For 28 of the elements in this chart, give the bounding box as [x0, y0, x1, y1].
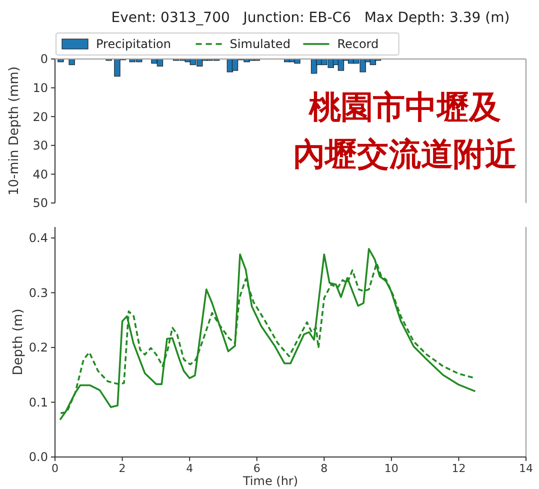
- y-tick-label: 20: [32, 110, 48, 124]
- y-tick-label: 0.0: [28, 450, 48, 464]
- y-tick-label: 0: [40, 52, 48, 66]
- legend-label: Precipitation: [96, 37, 172, 52]
- annotation: 桃園市中壢及: [308, 88, 501, 126]
- x-tick-label: 0: [52, 462, 58, 475]
- y-axis-title: 10-min Depth (mm): [7, 66, 22, 196]
- x-tick-label: 14: [519, 462, 533, 475]
- y-tick-label: 0.4: [28, 231, 48, 246]
- y-axis-title: Depth (m): [11, 308, 26, 376]
- legend-label: Record: [337, 37, 379, 52]
- y-tick-label: 40: [32, 167, 48, 182]
- x-tick-label: 4: [186, 462, 194, 475]
- y-tick-label: 30: [32, 138, 48, 153]
- annotation: 內壢交流道附近: [293, 135, 517, 173]
- y-tick-label: 50: [32, 196, 48, 210]
- x-tick-label: 12: [452, 462, 466, 475]
- y-tick-label: 0.1: [28, 395, 48, 410]
- y-tick-label: 0.2: [28, 340, 48, 355]
- x-axis-title: Time (hr): [242, 474, 298, 488]
- legend-label: Simulated: [230, 37, 290, 52]
- x-tick-label: 10: [384, 462, 398, 475]
- y-tick-label: 10: [32, 81, 48, 95]
- y-tick-label: 0.3: [28, 286, 48, 300]
- x-tick-label: 2: [118, 462, 126, 475]
- x-tick-label: 8: [320, 462, 328, 475]
- chart-title: Event: 0313_700 Junction: EB-C6 Max Depth: 3.39 (m): [111, 10, 510, 26]
- x-tick-label: 6: [253, 462, 260, 475]
